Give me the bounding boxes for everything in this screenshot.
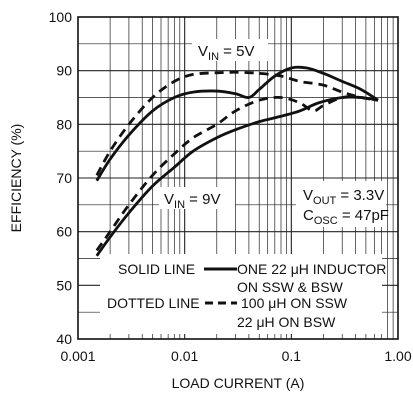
vin9-label-bg [159, 187, 235, 209]
series-line-4 [95, 95, 379, 252]
vin5-label: VIN = 5V [198, 43, 254, 63]
vin9-label: VIN = 9V [164, 191, 220, 211]
tick-labels: 0.001 0.01 0.1 1.00 40 50 60 70 80 90 100 [49, 9, 412, 364]
legend-dotted-label: DOTTED LINE [107, 295, 200, 311]
plot-frame [77, 16, 399, 340]
legend-dotted-desc-2: 22 μH ON BSW [237, 314, 336, 330]
legend-solid-desc-1: ONE 22 μH INDUCTOR [237, 261, 386, 277]
legend-bg [100, 254, 382, 334]
x-tick-label: 1.00 [384, 348, 411, 364]
x-tick-label: 0.1 [282, 348, 302, 364]
y-tick-label: 60 [56, 224, 72, 240]
cosc-label: COSC = 47pF [303, 207, 389, 227]
legend-dotted-desc-1: 100 μH ON SSW [241, 295, 348, 311]
legend-solid-label: SOLID LINE [118, 261, 195, 277]
vin5-label-bg [192, 39, 268, 61]
y-tick-label: 50 [56, 277, 72, 293]
vout-label: VOUT = 3.3V [303, 187, 384, 207]
legend-solid-desc-2: ON SSW & BSW [237, 279, 344, 295]
curves [95, 65, 379, 257]
y-tick-label: 40 [56, 331, 72, 347]
y-tick-label: 80 [56, 116, 72, 132]
y-axis-label: EFFICIENCY (%) [8, 124, 24, 233]
y-tick-label: 100 [49, 9, 73, 25]
x-tick-label: 0.01 [171, 348, 198, 364]
y-tick-label: 90 [56, 63, 72, 79]
series-line-2 [95, 70, 379, 176]
x-axis-label: LOAD CURRENT (A) [172, 375, 305, 391]
series-line-1 [95, 65, 379, 182]
vout-label-bg [296, 181, 386, 227]
y-tick-label: 70 [56, 170, 72, 186]
x-tick-label: 0.001 [60, 348, 95, 364]
